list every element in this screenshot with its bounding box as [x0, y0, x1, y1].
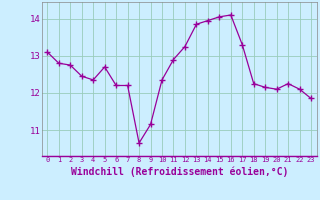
X-axis label: Windchill (Refroidissement éolien,°C): Windchill (Refroidissement éolien,°C): [70, 166, 288, 177]
